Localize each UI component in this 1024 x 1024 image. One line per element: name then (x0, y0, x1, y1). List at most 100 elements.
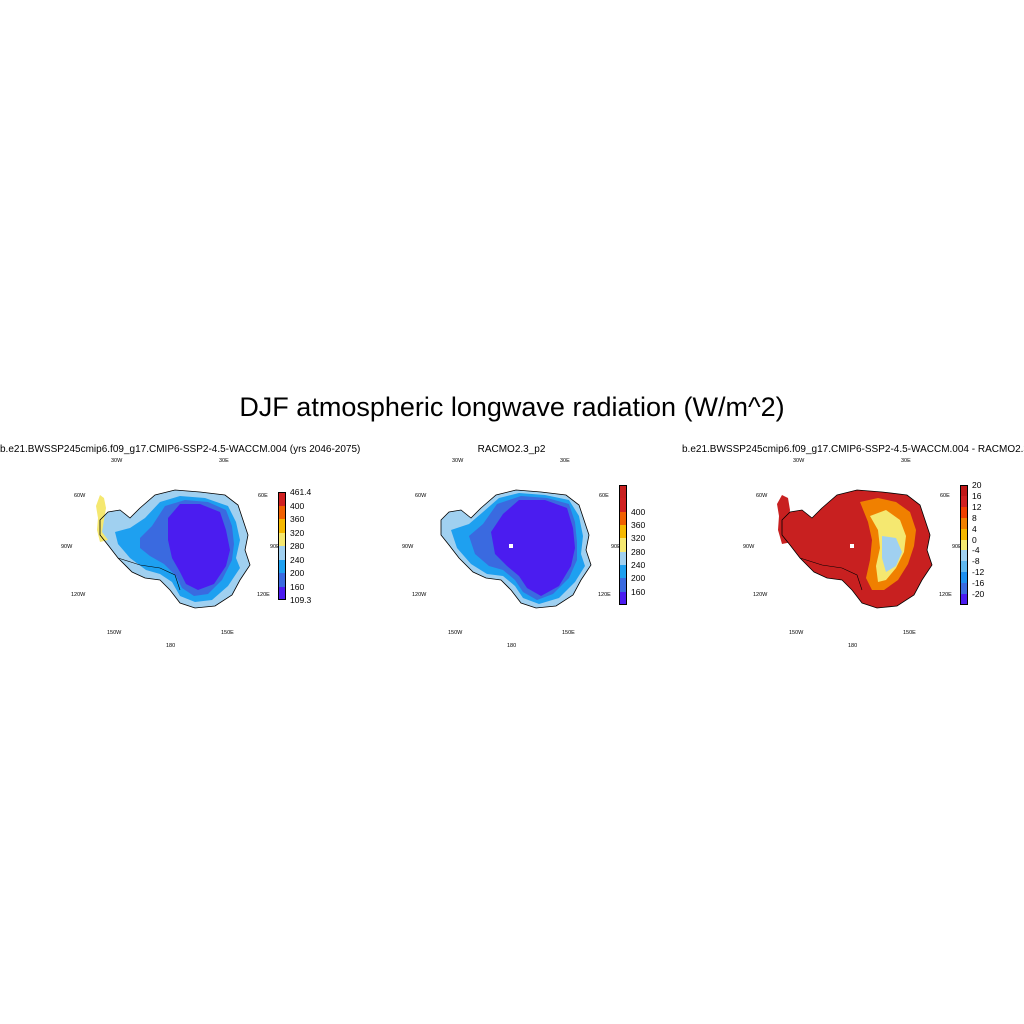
continent-core-fill (491, 500, 575, 596)
panel-title: RACMO2.3_p2 (477, 444, 546, 455)
lon-label-90e: 90E (611, 544, 621, 550)
lon-label-60e: 60E (258, 493, 268, 499)
lon-label-120e: 120E (598, 592, 611, 598)
lon-label-150e: 150E (903, 630, 916, 636)
colorbar-tick-label: -16 (972, 578, 985, 589)
pole-marker (850, 544, 854, 548)
lon-label-60e: 60E (599, 493, 609, 499)
colorbar-swatch (619, 538, 627, 552)
lon-label-30w: 30W (111, 458, 123, 464)
colorbar-tick-label: 240 (290, 554, 305, 565)
colorbar-tick-label: 12 (972, 501, 982, 512)
lon-label-90w: 90W (61, 544, 73, 550)
lon-label-120w: 120W (71, 592, 86, 598)
colorbar-tick-label: 400 (290, 500, 305, 511)
colorbar-tick-label: -12 (972, 567, 985, 578)
lon-label-150w: 150W (448, 630, 463, 636)
lon-label-30w: 30W (452, 458, 464, 464)
coastline (781, 489, 933, 609)
colorbar-tick-label: 4 (972, 523, 977, 534)
colorbar-swatch (278, 492, 286, 506)
lon-label-180: 180 (166, 643, 176, 649)
lon-label-30w: 30W (793, 458, 805, 464)
colorbar-tick-label: 320 (631, 533, 646, 544)
colorbar-swatch (278, 586, 286, 600)
lon-label-90w: 90W (402, 544, 414, 550)
colorbar: 109.3 160 200 240 280 320 360 400 461.4 (278, 487, 348, 605)
colorbar-frame (960, 485, 968, 605)
colorbar-swatch (278, 546, 286, 560)
colorbar-swatch (619, 565, 627, 579)
colorbar-swatch (278, 505, 286, 519)
lon-label-90e: 90E (270, 544, 280, 550)
colorbar-tick-label: 200 (290, 568, 305, 578)
colorbar-tick-label: 20 (972, 480, 982, 490)
colorbar-tick-label: 320 (290, 527, 305, 538)
lon-label-60w: 60W (415, 493, 427, 499)
colorbar-tick-label: -8 (972, 556, 980, 567)
ice-shelf-line (117, 557, 181, 591)
colorbar-swatch (278, 573, 286, 587)
panel-title: b.e21.BWSSP245cmip6.f09_g17.CMIP6-SSP2-4… (682, 444, 1024, 455)
colorbar-tick-label: 360 (631, 520, 646, 530)
colorbar-swatch (619, 551, 627, 565)
colorbar-swatch (619, 525, 627, 539)
lon-label-150e: 150E (221, 630, 234, 636)
colorbar-frame (278, 492, 286, 600)
lon-label-30e: 30E (219, 458, 229, 464)
colorbar-tick-label: 200 (631, 573, 646, 584)
lon-label-120w: 120W (412, 592, 427, 598)
colorbar-tick-label: 8 (972, 512, 977, 523)
lon-label-90w: 90W (743, 544, 755, 550)
colorbar-swatch (278, 519, 286, 533)
pole-marker (509, 544, 513, 548)
colorbar-swatch (278, 532, 286, 546)
colorbar-swatch (960, 572, 968, 584)
colorbar-swatch (960, 539, 968, 551)
colorbar-swatch (619, 511, 627, 525)
lon-label-150e: 150E (562, 630, 575, 636)
colorbar-frame (619, 485, 627, 605)
figure-title: DJF atmospheric longwave radiation (W/m^… (239, 392, 785, 422)
panel-model: b.e21.BWSSP245cmip6.f09_g17.CMIP6-SSP2-4… (0, 440, 361, 660)
colorbar-tick-label: 160 (290, 581, 305, 592)
lon-label-150w: 150W (107, 630, 122, 636)
panel-title: b.e21.BWSSP245cmip6.f09_g17.CMIP6-SSP2-4… (0, 444, 361, 455)
colorbar-swatch (960, 517, 968, 529)
colorbar-swatch (619, 578, 627, 592)
antarctica-map (777, 489, 933, 609)
lon-label-60w: 60W (74, 493, 86, 499)
lon-label-60e: 60E (940, 493, 950, 499)
continent-core-fill (168, 504, 230, 590)
lon-label-180: 180 (507, 643, 517, 649)
coastline (440, 489, 592, 609)
colorbar-swatch (960, 594, 968, 605)
panel-difference: b.e21.BWSSP245cmip6.f09_g17.CMIP6-SSP2-4… (682, 440, 1024, 660)
colorbar-tick-label: 16 (972, 490, 982, 501)
ice-shelf-line (799, 557, 863, 591)
colorbar-tick-label: 280 (631, 546, 646, 557)
lon-label-30e: 30E (901, 458, 911, 464)
colorbar: 160 200 240 280 320 360 400 (619, 485, 679, 605)
colorbar-tick-label: 160 (631, 586, 646, 597)
colorbar-tick-label: 360 (290, 514, 305, 524)
lon-label-120e: 120E (939, 592, 952, 598)
colorbar-tick-label: 400 (631, 506, 646, 517)
colorbar-swatch (619, 591, 627, 605)
colorbar-tick-label: 240 (631, 560, 646, 570)
lon-label-120w: 120W (753, 592, 768, 598)
colorbar-swatch (619, 498, 627, 512)
lon-label-30e: 30E (560, 458, 570, 464)
colorbar-tick-label: -20 (972, 589, 985, 600)
lon-label-150w: 150W (789, 630, 804, 636)
colorbar-swatch (960, 506, 968, 518)
lon-label-120e: 120E (257, 592, 270, 598)
colorbar-tick-label: 0 (972, 534, 977, 545)
colorbar-tick-label: 461.4 (290, 487, 312, 497)
colorbar-swatch (960, 528, 968, 540)
colorbar-tick-label: 109.3 (290, 595, 312, 605)
colorbar-swatch (960, 485, 968, 496)
lon-label-90e: 90E (952, 544, 962, 550)
lon-label-60w: 60W (756, 493, 768, 499)
coastline (99, 489, 251, 609)
